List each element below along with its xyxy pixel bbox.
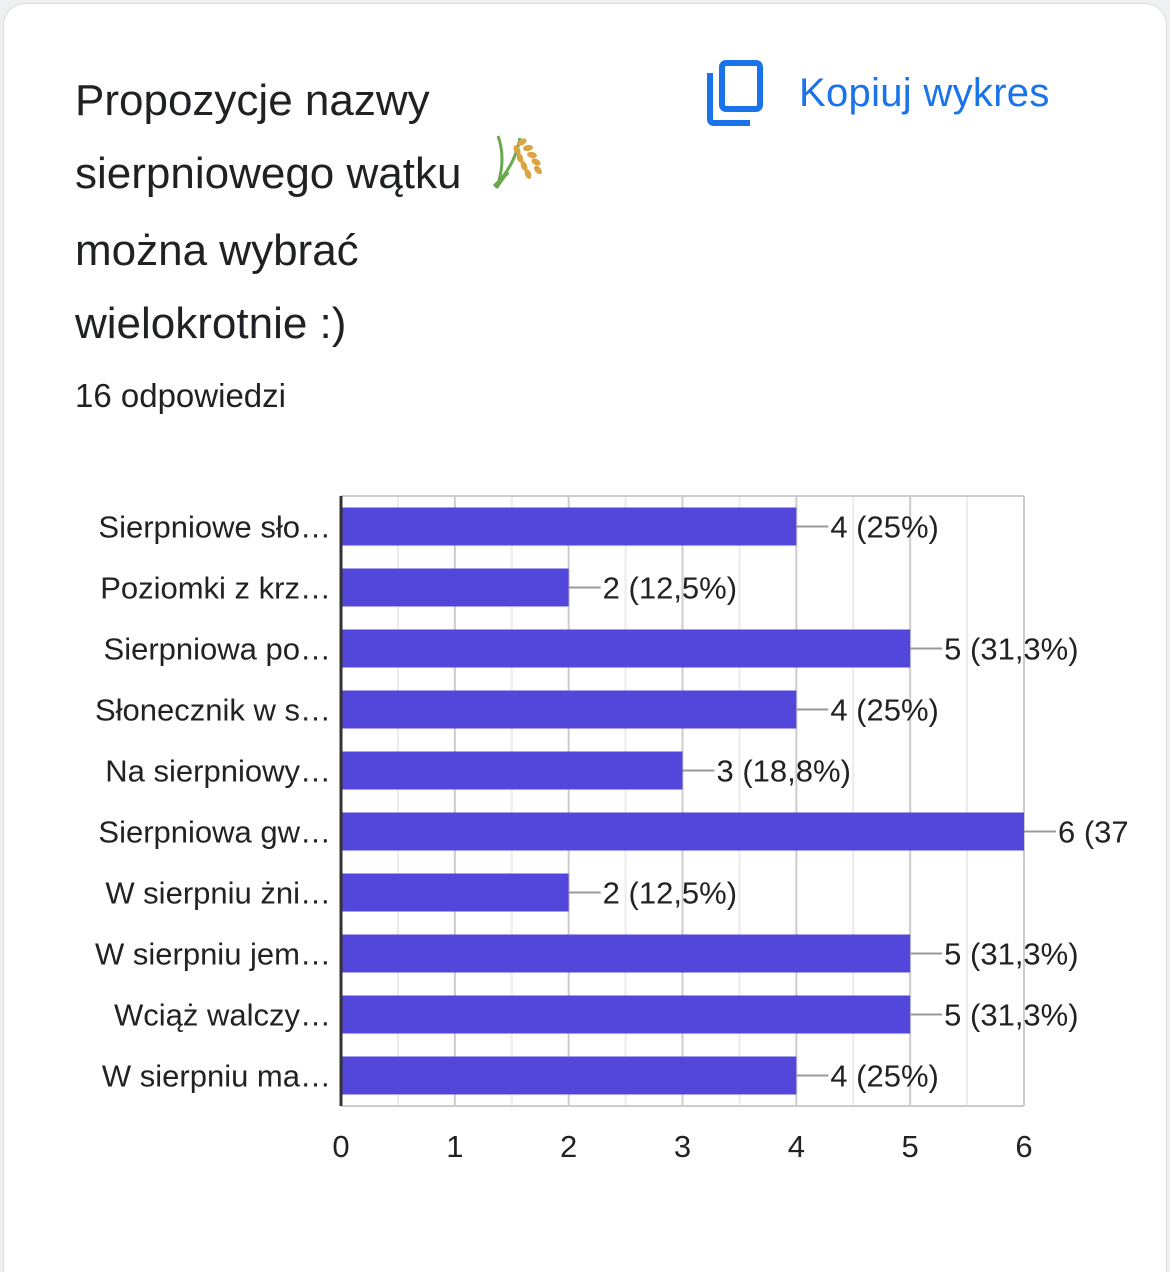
x-tick-label: 3 [674, 1129, 691, 1164]
bar [341, 507, 797, 546]
category-label: Sierpniowe sło… [98, 510, 331, 545]
title-text: Propozycje nazwy sierpniowego wątku [75, 76, 462, 198]
bar [341, 690, 797, 729]
copy-chart-button[interactable]: Kopiuj wykres [705, 58, 1050, 128]
x-tick-label: 0 [332, 1129, 349, 1164]
question-title: Propozycje nazwy sierpniowego wątku [75, 64, 615, 360]
value-label: 4 (25%) [830, 693, 939, 728]
title-line-4: wielokrotnie :) [75, 299, 347, 349]
bar [341, 568, 569, 607]
bar [341, 751, 683, 790]
category-label: Sierpniowa po… [104, 632, 331, 667]
category-label: Na sierpniowy… [105, 754, 331, 789]
rice-emoji-icon [484, 128, 548, 214]
value-label: 2 (12,5%) [603, 571, 737, 606]
response-count: 16 odpowiedzi [75, 377, 286, 414]
category-label: W sierpniu jem… [95, 937, 331, 972]
value-label: 2 (12,5%) [603, 876, 737, 911]
category-label: Poziomki z krz… [100, 571, 331, 606]
x-tick-label: 2 [560, 1129, 577, 1164]
bar [341, 812, 1024, 851]
x-tick-label: 4 [788, 1129, 805, 1164]
category-label: Słonecznik w s… [95, 693, 331, 728]
category-label: Sierpniowa gw… [98, 815, 331, 850]
bar [341, 995, 911, 1034]
x-tick-label: 5 [902, 1129, 919, 1164]
title-line-3: można wybrać [75, 226, 359, 276]
category-label: W sierpniu ma… [102, 1059, 331, 1094]
value-label: 3 (18,8%) [717, 754, 851, 789]
copy-chart-label: Kopiuj wykres [799, 70, 1050, 115]
copy-icon [707, 60, 763, 126]
bar [341, 873, 569, 912]
x-tick-label: 1 [446, 1129, 463, 1164]
value-label: 5 (31,3%) [944, 937, 1078, 972]
bar [341, 1056, 797, 1095]
x-tick-label: 6 [1015, 1129, 1032, 1164]
category-label: Wciąż walczy… [114, 998, 331, 1033]
value-label: 4 (25%) [830, 510, 939, 545]
bar [341, 629, 911, 668]
value-label: 5 (31,3%) [944, 632, 1078, 667]
value-label: 5 (31,3%) [944, 998, 1078, 1033]
category-label: W sierpniu żni… [105, 876, 331, 911]
bar [341, 934, 911, 973]
value-label: 6 (37 [1058, 815, 1129, 850]
value-label: 4 (25%) [830, 1059, 939, 1094]
